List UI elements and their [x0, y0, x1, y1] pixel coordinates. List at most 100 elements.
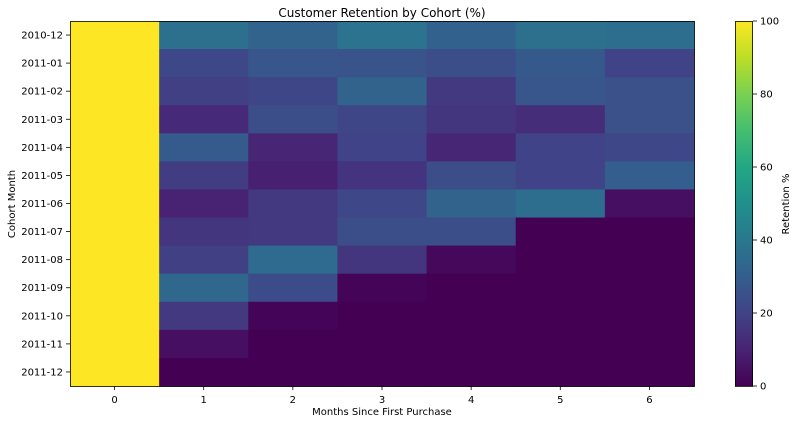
heatmap-cell [159, 189, 249, 219]
heatmap-cell [159, 273, 249, 303]
heatmap-cell [337, 217, 428, 247]
heatmap-cell [70, 329, 160, 359]
heatmap-cell [248, 105, 339, 134]
y-tick-label: 2011-02 [21, 87, 63, 98]
heatmap-cell [248, 357, 339, 387]
heatmap-cell [604, 49, 695, 78]
heatmap-cell [159, 329, 249, 359]
heatmap-cell [248, 161, 339, 191]
heatmap-cell [515, 77, 606, 106]
heatmap-cell [515, 21, 606, 50]
heatmap-cell [70, 273, 160, 303]
x-tick-label: 3 [379, 395, 385, 406]
x-axis-ticks: 0 1 2 3 4 5 6 [111, 386, 653, 406]
heatmap-cell [515, 189, 606, 219]
heatmap-cell [426, 189, 517, 219]
heatmap-cell [604, 189, 695, 219]
heatmap-cell [426, 105, 517, 134]
y-tick-label: 2011-03 [21, 115, 63, 126]
heatmap-cell [604, 273, 695, 303]
heatmap-cell [337, 189, 428, 219]
heatmap-cell [337, 357, 428, 387]
heatmap-cell [337, 77, 428, 106]
colorbar-ticks: 0 20 40 60 80 100 [753, 17, 779, 393]
heatmap-cell [426, 357, 517, 387]
heatmap-cell [159, 133, 249, 162]
heatmap-cell [337, 21, 428, 50]
heatmap-cell [426, 301, 517, 331]
x-tick-label: 2 [290, 395, 296, 406]
plot-frame [70, 21, 695, 387]
heatmap-cell [604, 133, 695, 162]
colorbar [735, 21, 753, 386]
heatmap-cell [337, 273, 428, 303]
heatmap-cell [515, 161, 606, 191]
heatmap-cell [70, 357, 160, 387]
x-tick-label: 6 [646, 395, 652, 406]
heatmap-cell [159, 301, 249, 331]
heatmap-cell [426, 21, 517, 50]
heatmap-cell [337, 133, 428, 162]
heatmap-cell [426, 133, 517, 162]
heatmap-cell [159, 217, 249, 247]
heatmap-cell [337, 245, 428, 275]
heatmap-cell [426, 329, 517, 359]
heatmap-cell [337, 301, 428, 331]
heatmap-cell [426, 161, 517, 191]
heatmap-cell [337, 49, 428, 78]
heatmap-cell [159, 49, 249, 78]
y-tick-label: 2011-05 [21, 171, 63, 182]
heatmap-cell [426, 273, 517, 303]
heatmap-cell [248, 329, 339, 359]
heatmap-cell [70, 217, 160, 247]
x-tick-label: 4 [468, 395, 474, 406]
colorbar-tick-label: 20 [760, 309, 773, 320]
heatmap-cell [604, 161, 695, 191]
heatmap-cell [248, 21, 339, 50]
heatmap-cell [426, 217, 517, 247]
heatmap-cell [515, 105, 606, 134]
colorbar-tick-label: 0 [760, 382, 766, 393]
y-tick-label: 2011-12 [21, 367, 63, 378]
heatmap-cell [70, 245, 160, 275]
heatmap-cell [70, 21, 160, 50]
heatmap-cell [70, 77, 160, 106]
y-axis-label: Cohort Month [7, 170, 18, 238]
heatmap-cell [426, 49, 517, 78]
heatmap-cell [248, 189, 339, 219]
heatmap-cells [70, 21, 695, 387]
heatmap-cell [515, 329, 606, 359]
colorbar-tick-label: 80 [760, 90, 773, 101]
y-tick-label: 2011-04 [21, 143, 63, 154]
colorbar-tick-label: 60 [760, 163, 773, 174]
chart-title: Customer Retention by Cohort (%) [278, 6, 485, 20]
heatmap-cell [159, 161, 249, 191]
heatmap-cell [337, 105, 428, 134]
heatmap-cell [159, 77, 249, 106]
heatmap-cell [604, 301, 695, 331]
colorbar-frame [735, 21, 753, 387]
heatmap-cell [604, 105, 695, 134]
heatmap-cell [248, 273, 339, 303]
heatmap-cell [70, 301, 160, 331]
x-tick-label: 1 [201, 395, 207, 406]
x-tick-label: 0 [111, 395, 117, 406]
heatmap-cell [515, 217, 606, 247]
heatmap-cell [159, 105, 249, 134]
heatmap-cell [604, 245, 695, 275]
heatmap-cell [426, 245, 517, 275]
heatmap-cell [515, 273, 606, 303]
heatmap-cell [248, 217, 339, 247]
heatmap-cell [604, 77, 695, 106]
heatmap-cell [70, 189, 160, 219]
heatmap-cell [337, 329, 428, 359]
heatmap-cell [515, 49, 606, 78]
heatmap-cell [248, 245, 339, 275]
x-axis-label: Months Since First Purchase [312, 407, 452, 418]
y-axis-ticks: 2010-12 2011-01 2011-02 2011-03 2011-04 2011-… [21, 31, 70, 378]
heatmap-cell [604, 329, 695, 359]
heatmap-cell [604, 217, 695, 247]
heatmap-cell [159, 357, 249, 387]
heatmap-cell [515, 245, 606, 275]
